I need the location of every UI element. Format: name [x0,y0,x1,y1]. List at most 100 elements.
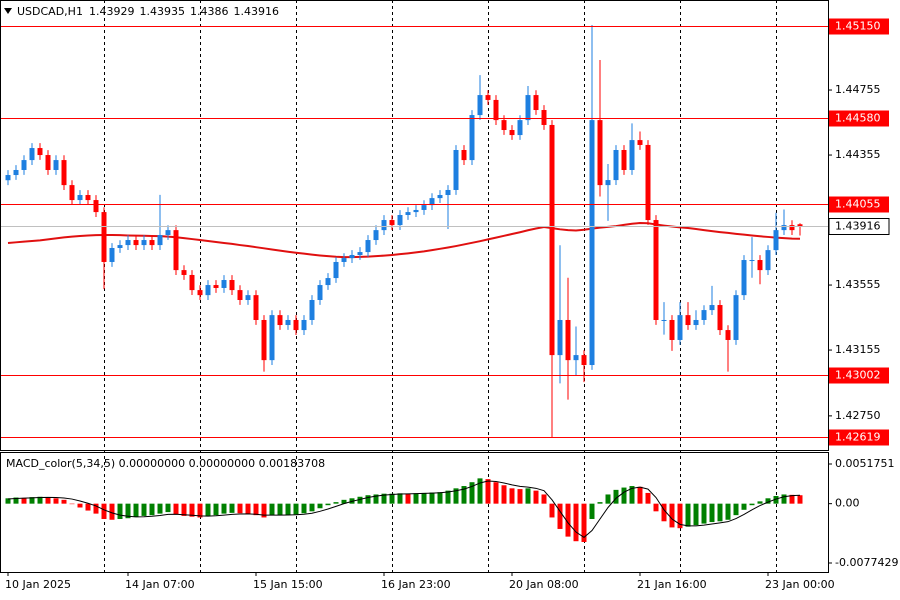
macd-bar [453,488,459,504]
candle-body [13,169,19,176]
candle-body [397,215,403,226]
x-tick-label: 23 Jan 00:00 [765,578,835,591]
macd-bar [717,503,723,522]
macd-bar [173,503,179,515]
candle-body [45,155,51,170]
macd-bar [413,493,419,504]
macd-bar [581,503,587,542]
macd-bar [61,499,67,504]
macd-bar [685,503,691,527]
macd-bar [53,498,59,504]
x-tick-label: 10 Jan 2025 [5,578,71,591]
macd-bar [677,503,683,529]
candle-body [117,245,123,248]
x-tick-label: 14 Jan 07:00 [125,578,195,591]
candle-body [69,185,75,201]
x-tick-label: 16 Jan 23:00 [381,578,451,591]
candle-body [621,150,627,170]
candle-body [61,160,67,186]
candle-body [53,160,59,170]
candle-body [85,195,91,201]
macd-bar [117,503,123,519]
candle-body [349,254,355,259]
macd-bar [741,503,747,510]
x-tick-label: 21 Jan 16:00 [637,578,707,591]
x-tick-label: 15 Jan 15:00 [253,578,323,591]
candle-body [285,319,291,326]
plot-layer [0,25,828,542]
symbol: USDCAD,H1 [17,5,83,18]
candle-body [429,198,435,206]
candle-body [413,209,419,213]
candle-body [669,319,675,340]
candle-body [741,260,747,296]
macd-bar [797,495,803,504]
macd-bar [693,503,699,526]
candle-body [333,261,339,279]
bid-label-bg [828,218,890,235]
candle-body [381,220,387,231]
y-tick-label: 1.44755 [835,83,881,96]
candle-body [717,305,723,331]
macd-bar [661,503,667,522]
macd-bar [589,503,595,519]
candle-body [629,140,635,170]
candle-body [181,270,187,275]
macd-bar [205,503,211,517]
level-label: 1.44580 [835,112,881,125]
y2-tick-label: 0.00 [835,497,860,510]
macd-bar [317,503,323,509]
macd-bar [469,482,475,504]
candle-body [533,95,539,111]
y-tick-label: 1.43555 [835,278,881,291]
candle-body [141,240,147,246]
macd-bar [381,493,387,504]
candle-body [213,285,219,288]
macd-bar [725,503,731,520]
candle-body [525,95,531,121]
open-value: 1.43929 [89,5,135,18]
macd-bar [165,503,171,513]
candle-body [581,355,587,366]
y-tick-label: 1.44355 [835,148,881,161]
candle-body [165,230,171,235]
candle-body [677,315,683,340]
macd-bar [669,503,675,528]
candle-body [317,285,323,300]
level-label: 1.42619 [835,431,881,444]
macd-bar [285,503,291,515]
candle-body [557,319,563,356]
candle-body [749,260,755,262]
macd-bar [325,503,331,506]
candle-body [125,240,131,246]
macd-bar [277,503,283,516]
macd-bar [125,503,131,519]
y-tick-label: 1.42750 [835,409,881,422]
macd-bar [605,494,611,504]
candle-body [93,200,99,213]
level-label-bg [829,110,889,127]
macd-bar [621,487,627,504]
macd-bar [765,498,771,504]
macd-bar [549,503,555,518]
macd-bar [45,497,51,504]
macd-bar [341,499,347,504]
candle-body [485,95,491,100]
candle-body [21,160,27,170]
candle-body [693,319,699,326]
macd-bar [141,503,147,516]
candle-body [765,250,771,271]
macd-bar [21,497,27,504]
y2-tick-label: -0.0077429 [835,556,898,569]
candle-body [229,280,235,291]
menu-triangle[interactable] [4,8,12,14]
macd-bar [245,503,251,514]
macd-bar [653,503,659,512]
candle-body [325,278,331,286]
macd-bar [397,493,403,504]
axis-labels: 1.44755 1.44355 1.43555 1.43155 1.42750 1.451… [5,18,898,591]
candle-body [645,144,651,221]
macd-bar [565,503,571,537]
macd-bar [517,489,523,504]
level-label-bg [829,429,889,446]
